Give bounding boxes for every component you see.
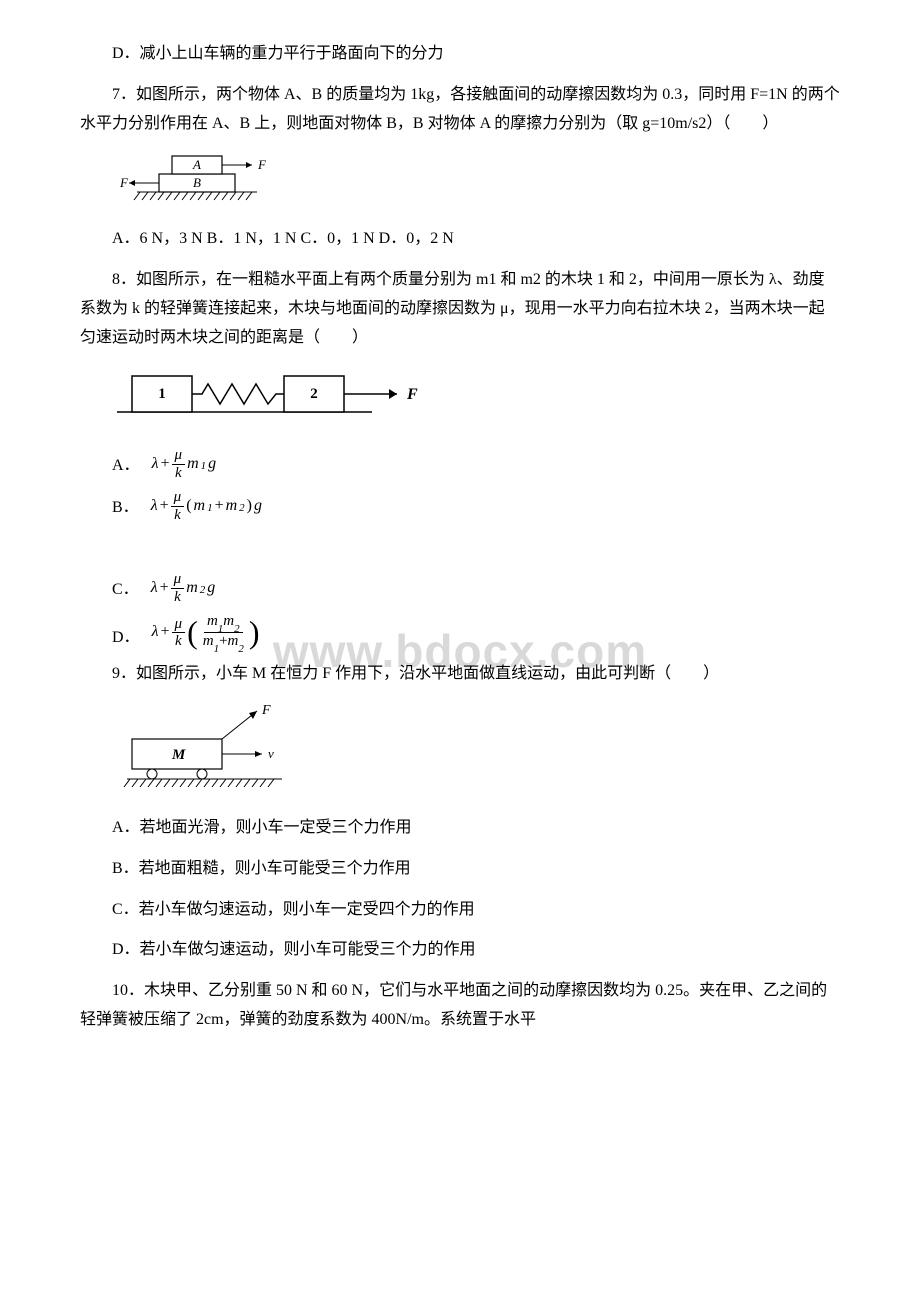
page-content: D．减小上山车辆的重力平行于路面向下的分力 7．如图所示，两个物体 A、B 的质… <box>80 40 840 1035</box>
svg-text:F: F <box>119 175 129 190</box>
q8-option-d: D． λ + μ k ( m1m2 m1+m2 ) <box>112 613 840 652</box>
q7-diagram: A B F F <box>112 150 840 213</box>
q7-text: 7．如图所示，两个物体 A、B 的质量均为 1kg，各接触面间的动摩擦因数均为 … <box>80 81 840 139</box>
q8-option-b: B． λ + μ k ( m1 + m2 ) g <box>112 489 840 523</box>
q7-answers: A．6 N，3 N B．1 N，1 N C．0，1 N D．0，2 N <box>80 225 840 254</box>
svg-text:A: A <box>192 157 201 172</box>
q8-option-a: A． λ + μ k m1 g <box>112 447 840 481</box>
q10-text: 10．木块甲、乙分别重 50 N 和 60 N，它们与水平地面之间的动摩擦因数均… <box>80 977 840 1035</box>
svg-text:v: v <box>268 746 274 761</box>
q9-option-a: A．若地面光滑，则小车一定受三个力作用 <box>80 814 840 843</box>
option-d-label: D． <box>112 624 140 653</box>
q8-option-c: C． λ + μ k m2 g <box>112 571 840 605</box>
svg-text:F: F <box>406 386 418 403</box>
q9-option-d: D．若小车做匀速运动，则小车可能受三个力的作用 <box>80 936 840 965</box>
q9-text: 9．如图所示，小车 M 在恒力 F 作用下，沿水平地面做直线运动，由此可判断（ … <box>80 660 840 689</box>
q6-option-d: D．减小上山车辆的重力平行于路面向下的分力 <box>80 40 840 69</box>
option-a-label: A． <box>112 452 140 481</box>
q8-text: 8．如图所示，在一粗糙水平面上有两个质量分别为 m1 和 m2 的木块 1 和 … <box>80 266 840 352</box>
q8-diagram: 1 2 F <box>112 364 840 435</box>
svg-text:2: 2 <box>310 386 318 402</box>
option-b-label: B． <box>112 494 139 523</box>
q9-option-c: C．若小车做匀速运动，则小车一定受四个力的作用 <box>80 896 840 925</box>
svg-text:B: B <box>193 175 201 190</box>
q9-diagram: M F v <box>112 701 840 802</box>
svg-text:1: 1 <box>158 386 166 402</box>
svg-text:F: F <box>261 703 271 718</box>
option-c-label: C． <box>112 576 139 605</box>
svg-text:M: M <box>171 747 186 763</box>
svg-text:F: F <box>257 157 267 172</box>
q9-option-b: B．若地面粗糙，则小车可能受三个力作用 <box>80 855 840 884</box>
